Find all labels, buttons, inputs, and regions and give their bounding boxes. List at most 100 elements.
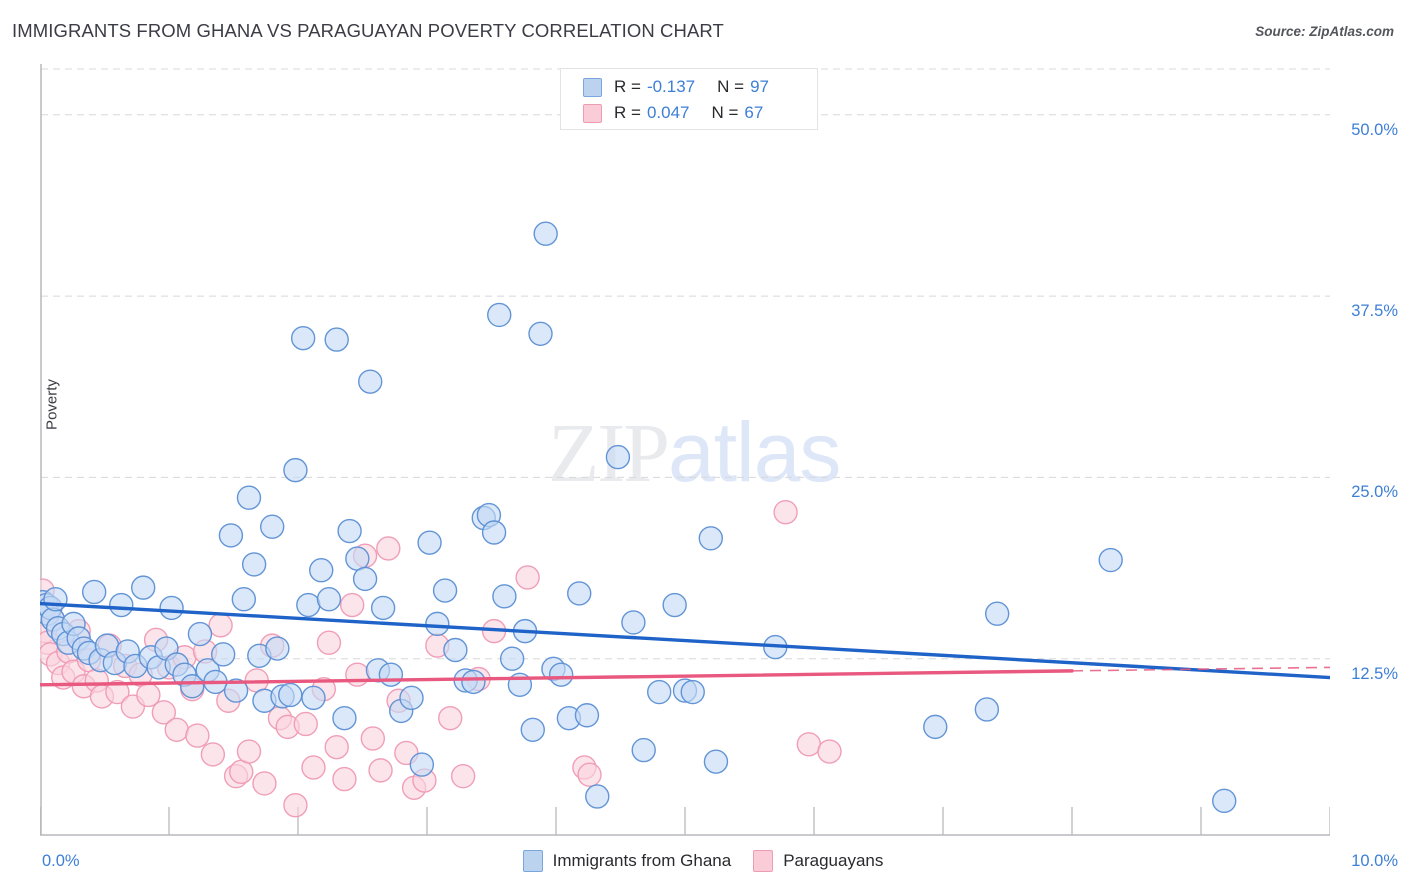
data-point (409, 752, 435, 777)
data-point (208, 613, 233, 638)
data-point (358, 369, 383, 394)
series-legend: Immigrants from Ghana Paraguayans (0, 850, 1406, 872)
data-point (492, 584, 517, 609)
y-axis-tick-label: 25.0% (1351, 483, 1398, 502)
data-point (352, 566, 378, 592)
data-point (585, 784, 610, 809)
data-point (180, 674, 205, 699)
series-legend-item[interactable]: Paraguayans (753, 850, 883, 872)
stats-row: R = 0.047 N = 67 (561, 100, 817, 126)
data-point (647, 679, 672, 705)
data-point (210, 642, 236, 667)
data-point (332, 766, 357, 792)
data-point (278, 682, 303, 708)
plot-area (40, 64, 1330, 840)
data-point (151, 700, 177, 725)
data-point (345, 546, 370, 571)
data-point (164, 717, 189, 742)
data-point (817, 739, 842, 764)
data-point (324, 734, 349, 760)
data-point (296, 592, 321, 618)
data-point (130, 575, 156, 600)
data-point (680, 679, 705, 705)
data-point (109, 592, 134, 618)
axis-lines (40, 64, 1330, 836)
scatter-plot-svg (40, 64, 1330, 836)
data-point (309, 558, 334, 583)
data-point (574, 703, 600, 728)
data-point (360, 726, 386, 751)
data-point (368, 758, 393, 783)
x-axis-min-label: 0.0% (42, 852, 80, 870)
data-point (577, 762, 602, 787)
n-label: N = (711, 103, 739, 122)
data-point (345, 662, 370, 687)
data-point (283, 792, 308, 818)
data-point (159, 595, 184, 621)
data-point (567, 581, 592, 606)
data-point (548, 662, 574, 687)
data-point (417, 530, 442, 555)
y-axis-tick-label: 12.5% (1351, 664, 1398, 683)
data-point (316, 587, 342, 612)
data-point (218, 523, 244, 548)
data-point (438, 705, 463, 731)
data-point (236, 739, 262, 764)
trendline-paraguayans (40, 666, 1330, 687)
data-point (481, 520, 507, 545)
page-title: IMMIGRANTS FROM GHANA VS PARAGUAYAN POVE… (12, 20, 724, 41)
data-point (662, 592, 687, 618)
data-point (984, 601, 1010, 626)
data-point (185, 723, 210, 748)
stats-text: R = -0.137 N = 97 (614, 77, 769, 97)
data-point (301, 685, 326, 711)
data-point (283, 457, 308, 483)
correlation-stats-legend: R = -0.137 N = 97 R = 0.047 N = 67 (560, 68, 818, 130)
data-point (515, 565, 540, 590)
series-legend-label: Immigrants from Ghana (552, 851, 732, 870)
series-color-swatch-blue (583, 77, 602, 97)
source-attribution: Source: ZipAtlas.com (1255, 24, 1394, 39)
data-point (370, 595, 396, 621)
data-point (43, 587, 68, 612)
data-point (432, 578, 458, 603)
n-value: 97 (750, 77, 769, 96)
r-value: 0.047 (646, 103, 690, 122)
data-point (231, 587, 257, 612)
data-point (631, 737, 656, 763)
trendline-immigrants-ghana (40, 601, 1330, 680)
data-point (487, 302, 512, 328)
data-point (499, 646, 525, 671)
r-label: R = (614, 103, 641, 122)
data-point (399, 685, 424, 711)
y-axis-tick-label: 50.0% (1351, 120, 1398, 139)
series-legend-label: Paraguayans (783, 851, 884, 870)
data-point (1212, 788, 1237, 814)
n-value: 67 (744, 103, 764, 122)
data-point (605, 444, 631, 470)
data-point (337, 518, 362, 544)
data-point (105, 679, 130, 705)
data-point (533, 221, 558, 246)
y-axis-title: Poverty (43, 379, 61, 430)
series-legend-item[interactable]: Immigrants from Ghana (522, 850, 732, 872)
stats-text: R = 0.047 N = 67 (614, 103, 763, 123)
stats-row: R = -0.137 N = 97 (561, 74, 817, 100)
data-point (773, 499, 798, 525)
data-point (187, 621, 213, 647)
data-point (376, 536, 401, 561)
series-color-swatch-pink (753, 850, 774, 872)
data-point (443, 637, 468, 663)
x-tick-marks (40, 807, 1330, 835)
data-point (241, 552, 267, 577)
data-point (520, 717, 545, 742)
data-point (293, 711, 318, 737)
data-point (316, 630, 342, 655)
data-point (425, 611, 450, 637)
gridlines (41, 68, 1330, 660)
data-point (265, 636, 290, 661)
data-point (461, 669, 486, 695)
series-color-swatch-blue (522, 850, 543, 872)
data-point (301, 755, 326, 780)
n-label: N = (717, 77, 745, 96)
